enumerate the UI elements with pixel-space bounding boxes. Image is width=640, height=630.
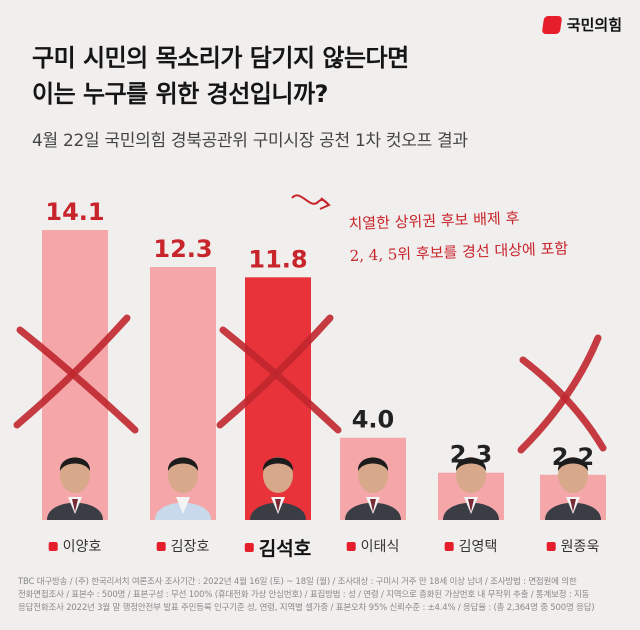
cross-stroke-a-0: [16, 326, 139, 434]
portrait-face-2: [263, 457, 293, 493]
portrait-hair-1: [167, 457, 199, 471]
portrait-tie-3: [370, 499, 376, 512]
subtitle: 4월 22일 국민의힘 경북공관위 구미시장 공천 1차 컷오프 결과: [32, 131, 468, 151]
candidate-name-label: 김영택: [458, 539, 498, 555]
cross-stroke-b-5: [517, 334, 602, 454]
annotation-arrow: [291, 194, 331, 210]
portrait-hair-2: [262, 457, 294, 471]
candidate-name-0: 이양호: [48, 536, 102, 556]
portrait-face-5: [558, 457, 588, 493]
name-bullet-icon: [546, 541, 556, 551]
candidate-name-label: 이태식: [360, 539, 400, 555]
candidate-name-label: 김석호: [258, 538, 312, 560]
name-bullet-icon: [48, 541, 58, 551]
footnote-line-1: TBC 대구방송 / (주) 한국리서치 여론조사 조사기간 : 2022년 4…: [18, 577, 577, 587]
cross-stroke-b-2: [216, 314, 334, 429]
portrait-hair-4: [455, 457, 487, 471]
headline: 구미 시민의 목소리가 담기지 않는다면 이는 누구를 위한 경선입니까?: [32, 40, 409, 112]
portrait-hair-3: [357, 457, 389, 471]
footnote-line-3: 응답전화조사 2022년 3월 말 행정안전부 발표 주민등록 인구기준 성, …: [18, 603, 595, 613]
candidate-name-label: 김장호: [170, 539, 210, 555]
value-label-1: 12.3: [153, 235, 212, 263]
name-bullet-icon: [444, 541, 454, 551]
party-logo-text: 국민의힘: [566, 16, 622, 34]
handwritten-note: 치열한 상위권 후보 배제 후 2, 4, 5위 후보를 경선 대상에 포함: [348, 200, 569, 272]
value-label-2: 11.8: [248, 245, 307, 273]
portrait-hair-5: [557, 457, 589, 471]
value-label-3: 4.0: [352, 406, 395, 434]
survey-footnote: TBC 대구방송 / (주) 한국리서치 여론조사 조사기간 : 2022년 4…: [18, 576, 622, 615]
cross-stroke-a-5: [519, 356, 607, 452]
candidate-name-label: 이양호: [62, 539, 102, 555]
portrait-tie-0: [72, 499, 78, 512]
name-bullet-icon: [244, 543, 254, 552]
party-logo: 국민의힘: [541, 14, 622, 35]
name-bullet-icon: [156, 541, 166, 551]
candidate-name-4: 김영택: [444, 536, 498, 556]
portrait-face-4: [456, 457, 486, 493]
candidate-name-3: 이태식: [346, 536, 400, 556]
headline-line-2: 이는 누구를 위한 경선입니까?: [32, 80, 328, 108]
value-label-0: 14.1: [45, 198, 104, 226]
portrait-hair-0: [59, 457, 91, 471]
portrait-tie-5: [570, 499, 576, 512]
portrait-tie-2: [275, 499, 281, 512]
headline-line-1: 구미 시민의 목소리가 담기지 않는다면: [32, 44, 409, 72]
portrait-face-0: [60, 457, 90, 493]
bar-chart: 14.112.3 11.84.02.3 2.2: [13, 198, 607, 520]
portrait-face-3: [358, 457, 388, 493]
cross-stroke-b-0: [13, 314, 131, 429]
candidate-name-2: 김석호: [244, 534, 312, 561]
name-bullet-icon: [346, 541, 356, 551]
candidate-name-1: 김장호: [156, 536, 210, 556]
portrait-tie-4: [468, 499, 474, 512]
cross-stroke-a-2: [219, 326, 342, 434]
portrait-tie-1: [180, 499, 186, 512]
candidate-names: 이양호 김장호 김석호 이태식 김영택 원종욱: [0, 534, 640, 561]
candidate-name-5: 원종욱: [546, 536, 600, 556]
candidate-name-label: 원종욱: [560, 539, 600, 555]
portrait-face-1: [168, 457, 198, 493]
footnote-line-2: 전화면접조사 / 표본수 : 500명 / 표본구성 : 무선 100% (휴대…: [18, 590, 590, 600]
